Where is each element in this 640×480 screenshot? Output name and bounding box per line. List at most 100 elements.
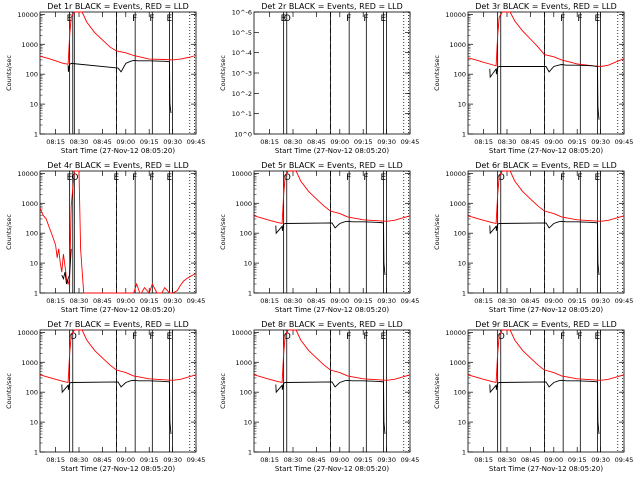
- plot-frame: [253, 170, 411, 294]
- x-tick-label: 08:30: [70, 297, 89, 305]
- x-tick-label: 09:15: [568, 456, 587, 464]
- x-tick-label: 09:15: [354, 456, 373, 464]
- y-tick-label: 10: [244, 419, 252, 427]
- plot-frame: [467, 170, 625, 294]
- x-tick-label: 09:30: [591, 456, 610, 464]
- event-marker-label: F: [132, 173, 137, 183]
- event-marker-label: E: [67, 173, 73, 183]
- y-tick-label: 10000: [445, 329, 466, 337]
- y-tick-label: 100: [26, 230, 38, 238]
- event-marker-label: E: [67, 14, 73, 24]
- plot-frame: [39, 11, 197, 135]
- event-marker-label: O: [498, 173, 505, 183]
- event-marker-label: F: [363, 332, 368, 342]
- y-tick-label: 10000: [17, 11, 38, 19]
- x-tick-label: 08:30: [498, 297, 517, 305]
- panel-det-2: Det 2r BLACK = Events, RED = LLD 10^0 10^-…: [219, 2, 419, 155]
- y-tick-label: 1000: [21, 359, 38, 367]
- y-tick-label: 1: [34, 449, 38, 457]
- event-marker-label: F: [363, 14, 368, 24]
- event-marker-label: F: [560, 173, 565, 183]
- event-marker-label: F: [149, 332, 154, 342]
- x-tick-label: 08:45: [93, 456, 112, 464]
- event-marker-label: O: [284, 173, 291, 183]
- y-tick-label: 100: [240, 389, 252, 397]
- y-tick-label: 1: [248, 449, 252, 457]
- y-tick-label: 1: [248, 290, 252, 298]
- x-tick-label: 08:45: [521, 297, 540, 305]
- y-tick-label: 1: [34, 131, 38, 139]
- event-marker-label: E: [594, 173, 600, 183]
- event-marker-label: F: [363, 173, 368, 183]
- event-marker-label: E: [166, 332, 172, 342]
- event-marker-label: E: [380, 14, 386, 24]
- x-tick-label: 08:30: [70, 138, 89, 146]
- event-marker-label: F: [577, 332, 582, 342]
- x-tick-label: 08:15: [474, 297, 493, 305]
- plot-frame: [39, 329, 197, 453]
- x-tick-label: 09:00: [544, 297, 563, 305]
- y-axis-label: Counts/sec: [5, 373, 13, 409]
- x-tick-label: 09:15: [140, 297, 159, 305]
- event-marker-label: F: [149, 14, 154, 24]
- event-marker-label: O: [498, 332, 505, 342]
- y-axis-label: Counts/sec: [219, 214, 227, 250]
- x-axis-label: Start Time (27-Nov-12 08:05:20): [275, 465, 389, 473]
- series-line-lld: [39, 170, 197, 294]
- x-tick-label: 09:45: [401, 297, 420, 305]
- event-marker-label: F: [560, 332, 565, 342]
- x-tick-label: 08:15: [474, 456, 493, 464]
- x-tick-label: 09:45: [187, 297, 206, 305]
- x-tick-label: 09:00: [330, 297, 349, 305]
- series-line-events: [61, 379, 172, 435]
- y-tick-label: 10^-3: [232, 70, 252, 78]
- y-axis-label: Counts/sec: [5, 214, 13, 250]
- x-tick-label: 09:45: [401, 456, 420, 464]
- y-axis-label: Counts/sec: [219, 55, 227, 91]
- x-axis-label: Start Time (27-Nov-12 08:05:20): [275, 306, 389, 314]
- y-tick-label: 10^0: [234, 131, 252, 139]
- x-tick-label: 08:45: [521, 456, 540, 464]
- series-line-lld: [253, 329, 411, 384]
- x-tick-label: 09:15: [354, 297, 373, 305]
- event-marker-label: F: [346, 332, 351, 342]
- x-tick-label: 09:00: [116, 456, 135, 464]
- x-tick-label: 08:30: [70, 456, 89, 464]
- event-marker-label: O: [70, 332, 77, 342]
- x-tick-label: 08:15: [474, 138, 493, 146]
- event-marker-label: F: [577, 173, 582, 183]
- event-marker-label: F: [560, 14, 565, 24]
- x-tick-label: 09:15: [568, 138, 587, 146]
- y-tick-label: 10^-5: [232, 29, 252, 37]
- x-tick-label: 09:15: [568, 297, 587, 305]
- series-line-events: [489, 379, 600, 435]
- x-tick-label: 09:30: [163, 297, 182, 305]
- x-tick-label: 09:30: [163, 138, 182, 146]
- y-tick-label: 10: [458, 101, 466, 109]
- y-tick-label: 1000: [449, 41, 466, 49]
- y-tick-label: 1000: [21, 200, 38, 208]
- y-tick-label: 10000: [231, 170, 252, 178]
- event-marker-label: E: [281, 14, 287, 24]
- x-axis-label: Start Time (27-Nov-12 08:05:20): [61, 465, 175, 473]
- x-tick-label: 08:45: [307, 138, 326, 146]
- x-tick-label: 09:45: [401, 138, 420, 146]
- y-tick-label: 10: [244, 260, 252, 268]
- series-line-events: [489, 220, 600, 276]
- y-tick-label: 100: [454, 230, 466, 238]
- series-line-events: [275, 220, 386, 276]
- x-tick-label: 08:15: [260, 456, 279, 464]
- x-tick-label: 08:45: [307, 456, 326, 464]
- x-tick-label: 08:30: [498, 138, 517, 146]
- event-marker-label: F: [346, 14, 351, 24]
- y-tick-label: 1000: [235, 200, 252, 208]
- series-line-events: [67, 59, 172, 114]
- x-tick-label: 09:30: [377, 456, 396, 464]
- panel-title: Det 2r BLACK = Events, RED = LLD: [261, 2, 403, 11]
- x-tick-label: 08:15: [46, 297, 65, 305]
- x-tick-label: 08:15: [260, 297, 279, 305]
- x-tick-label: 08:45: [93, 297, 112, 305]
- plot-frame: [253, 329, 411, 453]
- series-line-lld: [39, 329, 197, 384]
